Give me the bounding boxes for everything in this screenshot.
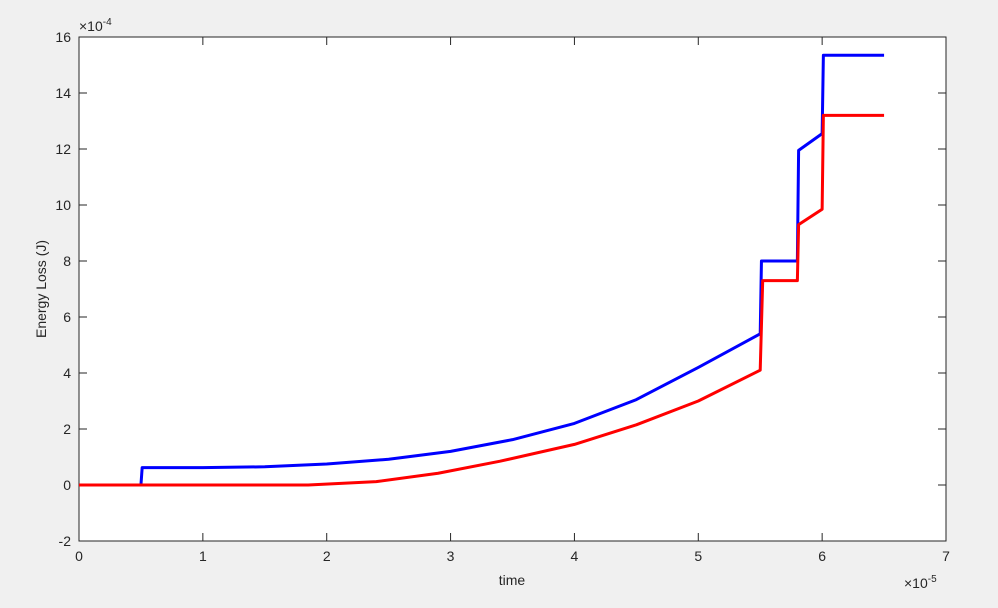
axes-box <box>78 36 947 542</box>
y-tick-label: -2 <box>59 533 72 549</box>
y-multiplier: ×10-4 <box>79 17 112 34</box>
y-tick-label: 6 <box>63 309 71 325</box>
x-tick-label: 2 <box>323 548 331 564</box>
y-tick-label: 8 <box>63 253 71 269</box>
x-multiplier-base: ×10 <box>904 575 928 591</box>
x-axis-label: time <box>499 572 526 588</box>
y-multiplier-exponent: -4 <box>103 17 112 28</box>
x-tick-label: 7 <box>942 548 950 564</box>
series-line <box>79 113 885 487</box>
x-tick-label: 1 <box>199 548 207 564</box>
x-tick-label: 5 <box>694 548 702 564</box>
x-tick-label: 6 <box>818 548 826 564</box>
x-multiplier: ×10-5 <box>904 574 937 591</box>
x-multiplier-exponent: -5 <box>928 574 937 585</box>
x-tick-label: 3 <box>447 548 455 564</box>
y-tick-label: 16 <box>55 29 71 45</box>
plot-area <box>79 37 946 541</box>
x-tick-label: 0 <box>75 548 83 564</box>
x-tick-label: 4 <box>571 548 579 564</box>
y-multiplier-base: ×10 <box>79 18 103 34</box>
y-tick-label: 10 <box>55 197 71 213</box>
y-tick-label: 0 <box>63 477 71 493</box>
y-tick-label: 14 <box>55 85 71 101</box>
y-tick-label: 12 <box>55 141 71 157</box>
y-tick-label: 2 <box>63 421 71 437</box>
series-line <box>79 53 885 487</box>
y-axis-label: Energy Loss (J) <box>33 240 49 338</box>
y-tick-label: 4 <box>63 365 71 381</box>
